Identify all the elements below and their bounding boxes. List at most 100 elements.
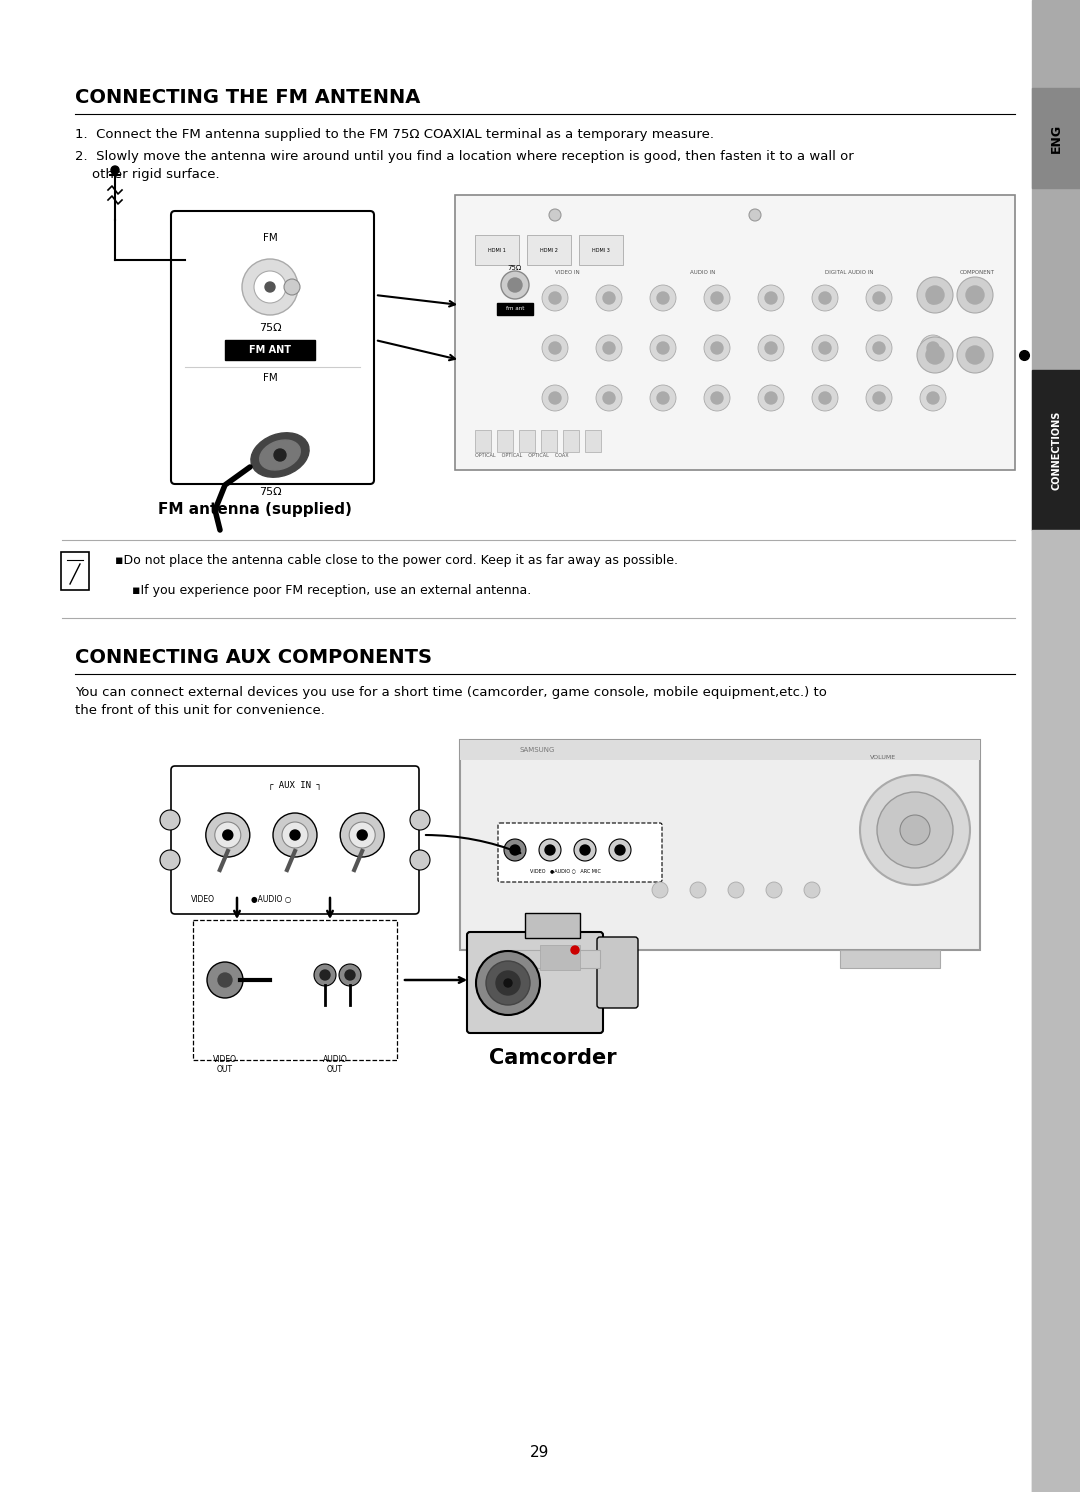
Circle shape [265,282,275,292]
Circle shape [750,209,761,221]
Circle shape [927,392,939,404]
Circle shape [657,342,669,354]
Circle shape [539,839,561,861]
Circle shape [711,342,723,354]
Circle shape [160,810,180,830]
Circle shape [966,346,984,364]
Circle shape [866,385,892,410]
Circle shape [596,385,622,410]
Text: 29: 29 [530,1444,550,1461]
Circle shape [314,964,336,986]
Circle shape [920,336,946,361]
Circle shape [501,272,529,298]
Bar [460,740,980,759]
Circle shape [957,278,993,313]
Bar [1032,88,1080,188]
Text: VIDEO: VIDEO [191,895,215,904]
Circle shape [819,292,831,304]
Circle shape [704,336,730,361]
Circle shape [273,813,318,856]
Circle shape [549,209,561,221]
Circle shape [486,961,530,1006]
Circle shape [339,964,361,986]
Circle shape [873,292,885,304]
Circle shape [504,839,526,861]
Circle shape [549,392,561,404]
Circle shape [580,844,590,855]
Circle shape [900,815,930,844]
Circle shape [728,882,744,898]
Circle shape [966,286,984,304]
Text: 75Ω: 75Ω [259,322,281,333]
Text: You can connect external devices you use for a short time (camcorder, game conso: You can connect external devices you use… [75,686,827,698]
Circle shape [222,830,233,840]
Text: VOLUME: VOLUME [870,755,896,759]
Text: FM ANT: FM ANT [249,345,291,355]
Text: CONNECTING THE FM ANTENNA: CONNECTING THE FM ANTENNA [75,88,420,107]
Text: FM: FM [262,373,278,383]
Bar [527,236,571,266]
Circle shape [542,336,568,361]
Circle shape [508,278,522,292]
Circle shape [766,882,782,898]
Circle shape [819,342,831,354]
Circle shape [242,260,298,315]
Bar [60,552,89,589]
Bar [455,195,1015,470]
Circle shape [410,810,430,830]
Circle shape [206,813,249,856]
Bar [225,340,315,360]
Circle shape [573,839,596,861]
Text: VIDEO IN: VIDEO IN [555,270,580,275]
Circle shape [650,385,676,410]
FancyBboxPatch shape [171,210,374,483]
Circle shape [765,392,777,404]
Circle shape [927,292,939,304]
Circle shape [652,882,669,898]
Bar [563,430,579,452]
Circle shape [920,285,946,310]
Bar [541,430,557,452]
Circle shape [215,822,241,847]
Bar [519,430,535,452]
FancyBboxPatch shape [171,765,419,915]
Circle shape [504,979,512,988]
Text: VIDEO
OUT: VIDEO OUT [213,1055,237,1074]
Circle shape [917,337,953,373]
Circle shape [873,342,885,354]
Circle shape [603,292,615,304]
Circle shape [657,292,669,304]
Text: FM antenna (supplied): FM antenna (supplied) [158,501,352,518]
Ellipse shape [251,433,309,477]
Text: 75Ω: 75Ω [259,486,281,497]
Circle shape [650,336,676,361]
Circle shape [917,278,953,313]
Text: AUDIO IN: AUDIO IN [690,270,715,275]
Circle shape [349,822,375,847]
Circle shape [542,385,568,410]
Text: ┌ AUX IN ┐: ┌ AUX IN ┐ [268,780,322,789]
Circle shape [812,385,838,410]
FancyBboxPatch shape [597,937,638,1009]
Text: Camcorder: Camcorder [489,1047,617,1068]
Text: OPTICAL    OPTICAL    OPTICAL    COAX: OPTICAL OPTICAL OPTICAL COAX [475,454,569,458]
Circle shape [476,950,540,1015]
Circle shape [496,971,519,995]
Text: ▪Do not place the antenna cable close to the power cord. Keep it as far away as : ▪Do not place the antenna cable close to… [114,554,678,567]
Text: ▪If you experience poor FM reception, use an external antenna.: ▪If you experience poor FM reception, us… [132,583,531,597]
Circle shape [877,792,953,868]
Text: ●AUDIO ○: ●AUDIO ○ [251,895,292,904]
Circle shape [615,844,625,855]
Bar [585,430,600,452]
Circle shape [218,973,232,988]
Text: 2.  Slowly move the antenna wire around until you find a location where receptio: 2. Slowly move the antenna wire around u… [75,151,854,163]
Circle shape [711,292,723,304]
Circle shape [704,285,730,310]
Text: the front of this unit for convenience.: the front of this unit for convenience. [75,704,325,718]
Circle shape [603,342,615,354]
Circle shape [340,813,384,856]
Circle shape [254,272,286,303]
Circle shape [704,385,730,410]
Circle shape [609,839,631,861]
Text: COMPONENT: COMPONENT [960,270,995,275]
